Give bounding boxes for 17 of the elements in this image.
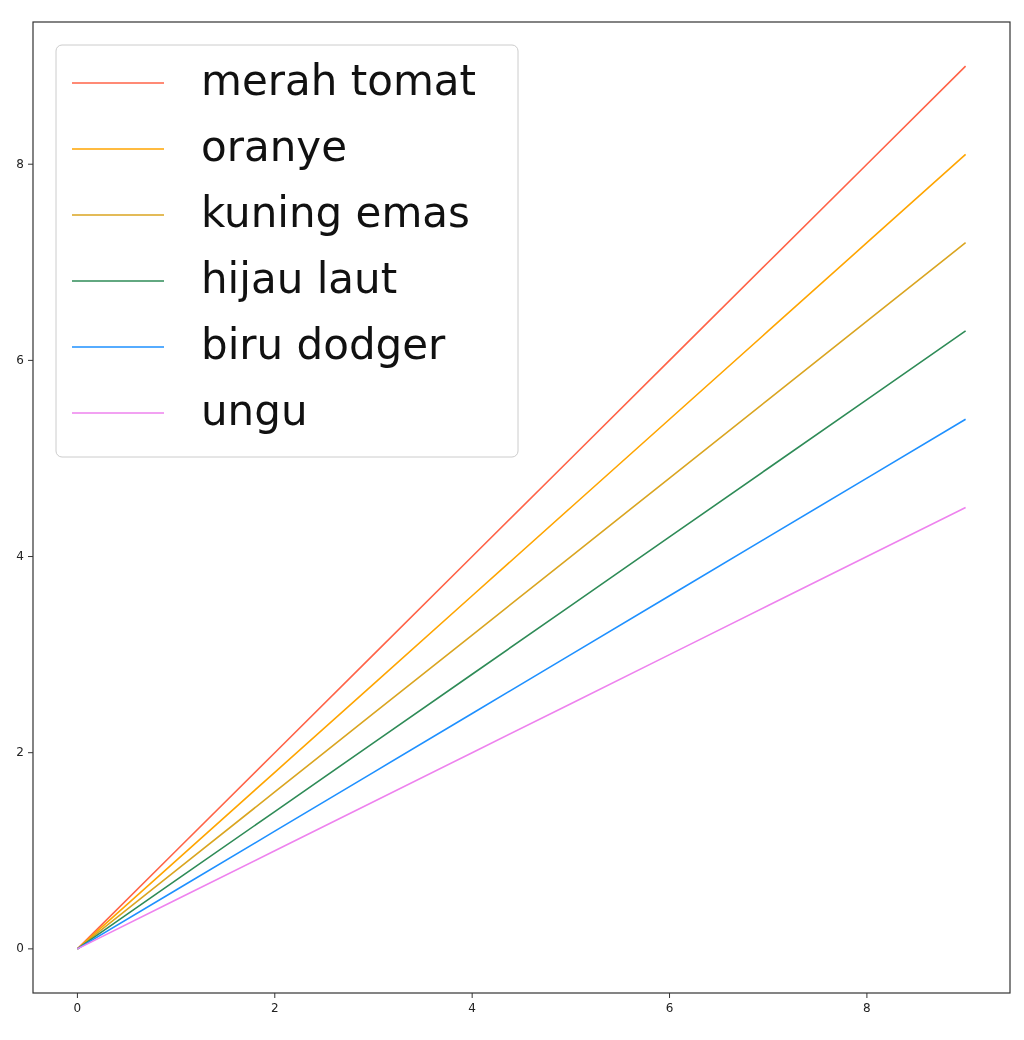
y-tick-label: 4 (16, 549, 24, 564)
x-tick-label: 0 (73, 1001, 82, 1015)
x-tick-label: 6 (665, 1001, 674, 1015)
y-tick-label: 8 (16, 156, 24, 171)
legend-label: kuning emas (201, 187, 470, 237)
legend-label: hijau laut (201, 253, 398, 303)
y-tick-label: 0 (16, 941, 24, 956)
legend-label: merah tomat (201, 55, 477, 105)
y-tick-label: 2 (16, 745, 24, 760)
legend-label: biru dodger (201, 319, 447, 369)
y-tick-label: 6 (16, 352, 24, 367)
x-tick-label: 2 (270, 1001, 279, 1015)
legend-label: oranye (201, 121, 348, 171)
x-tick-label: 4 (468, 1001, 476, 1015)
x-tick-label: 8 (863, 1001, 871, 1015)
line-series (76, 506, 967, 950)
legend-label: ungu (201, 385, 308, 435)
